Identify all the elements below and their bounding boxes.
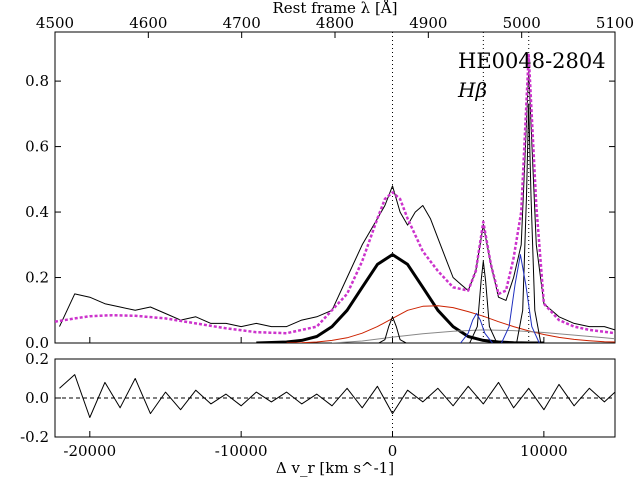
top-axis-ticks: 4500 4600 4700 4800 4900 5000 5100 <box>36 14 634 38</box>
residual-y-tick-label: -0.2 <box>20 428 49 446</box>
top-axis-title: Rest frame λ [Å] <box>272 0 397 17</box>
residual-y-tick-label: 0.2 <box>25 350 49 368</box>
top-tick-label: 4900 <box>409 14 447 32</box>
top-tick-label: 4700 <box>223 14 261 32</box>
velocity-x-ticks: -20000 -10000 0 10000 <box>63 337 568 460</box>
object-name-label: HE0048-2804 <box>458 49 606 73</box>
series-narrow-h- <box>378 316 407 343</box>
residual-series <box>55 359 615 437</box>
series--oiii-4959-narrow <box>469 260 498 343</box>
spectrum-y-tick-label: 0.8 <box>25 72 49 90</box>
velocity-tick-label: 10000 <box>520 442 568 460</box>
velocity-tick-label: -20000 <box>63 442 116 460</box>
spectrum-y-tick-label: 0.2 <box>25 269 49 287</box>
spectrum-y-ticks: 0.0 0.2 0.4 0.6 0.8 <box>25 72 615 352</box>
spectrum-y-tick-label: 0.4 <box>25 203 49 221</box>
series--oiii-5007-narrow <box>516 103 542 343</box>
series-observed-spectrum <box>59 70 615 331</box>
velocity-tick-label: -10000 <box>215 442 268 460</box>
top-tick-label: 4500 <box>36 14 74 32</box>
series-residuals <box>59 374 615 418</box>
residual-y-ticks: 0.2 0.0 -0.2 <box>20 350 61 446</box>
series-broad-component <box>256 253 544 343</box>
series--oiii-5007-blue-wing <box>501 254 540 343</box>
bottom-axis-title: Δ v_r [km s^-1] <box>276 459 394 477</box>
series--oiii-4959-blue-wing <box>460 313 493 343</box>
spectrum-series <box>55 32 615 343</box>
velocity-tick-label: 0 <box>388 442 398 460</box>
spectrum-y-tick-label: 0.6 <box>25 138 49 156</box>
line-name-label: Hβ <box>457 78 487 102</box>
spectrum-y-tick-label: 0.0 <box>25 334 49 352</box>
top-tick-label: 4800 <box>316 14 354 32</box>
series-very-broad-component <box>286 305 615 343</box>
series-total-model <box>55 53 615 335</box>
top-tick-label: 5000 <box>503 14 541 32</box>
residual-y-tick-label: 0.0 <box>25 389 49 407</box>
top-tick-label: 4600 <box>129 14 167 32</box>
top-tick-label: 5100 <box>596 14 634 32</box>
